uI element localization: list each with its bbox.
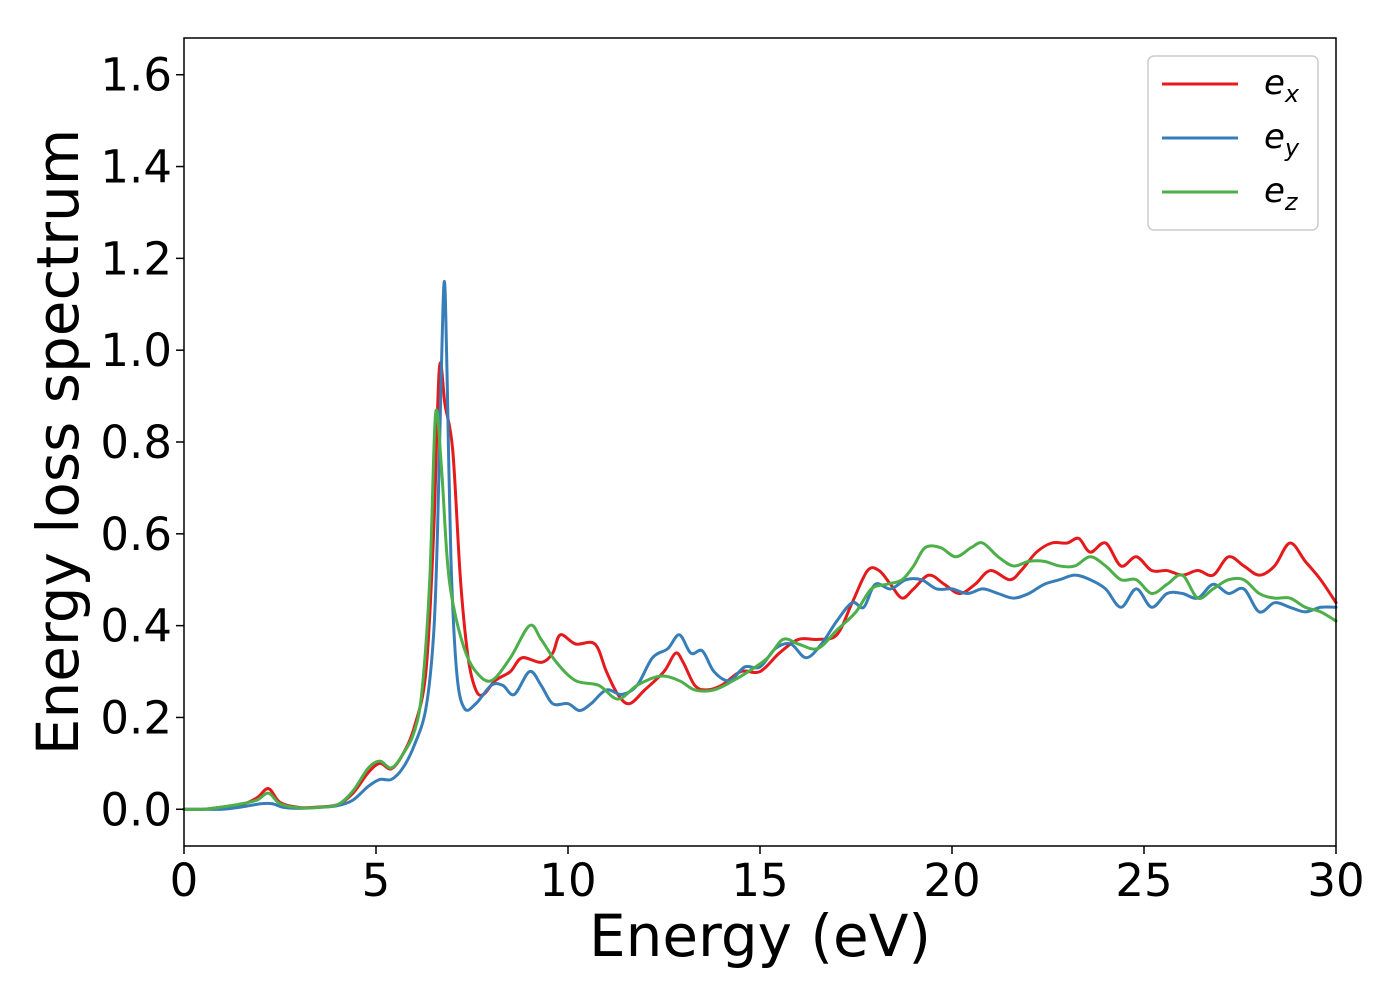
y-tick-label: 0.4 bbox=[100, 600, 172, 653]
y-tick-label: 1.2 bbox=[100, 232, 172, 285]
y-tick-label: 0.2 bbox=[100, 691, 172, 744]
x-tick-label: 25 bbox=[1115, 854, 1172, 907]
series-line-ey bbox=[182, 279, 1338, 811]
x-tick-label: 20 bbox=[923, 854, 980, 907]
legend-label-main: e bbox=[1264, 117, 1285, 157]
series-lines bbox=[182, 279, 1338, 811]
y-tick-label: 1.6 bbox=[100, 49, 172, 102]
x-tick-label: 15 bbox=[731, 854, 788, 907]
y-tick-label: 0.8 bbox=[100, 416, 172, 469]
legend-box bbox=[1147, 55, 1319, 231]
plot-background bbox=[184, 38, 1336, 846]
x-axis-label: Energy (eV) bbox=[589, 902, 931, 970]
x-axis: 0 5 10 15 20 25 30 bbox=[170, 846, 1365, 907]
y-tick-label: 0.0 bbox=[100, 783, 172, 836]
y-tick-label: 1.0 bbox=[100, 324, 172, 377]
y-tick-label: 1.4 bbox=[100, 141, 172, 194]
legend-label-ez: ez bbox=[1264, 171, 1299, 216]
x-tick-label: 30 bbox=[1307, 854, 1364, 907]
x-tick-label: 10 bbox=[539, 854, 596, 907]
y-axis: 0.0 0.2 0.4 0.6 0.8 1.0 1.2 1.4 1.6 bbox=[100, 49, 184, 836]
legend-label-subscript: z bbox=[1284, 188, 1299, 216]
x-tick-label: 5 bbox=[362, 854, 391, 907]
legend-label-subscript: x bbox=[1284, 80, 1300, 108]
legend-label-subscript: y bbox=[1284, 134, 1300, 162]
legend-label-ey: ey bbox=[1264, 117, 1300, 162]
x-tick-label: 0 bbox=[170, 854, 199, 907]
legend-label-ex: ex bbox=[1264, 63, 1300, 108]
y-tick-label: 0.6 bbox=[100, 508, 172, 561]
y-axis-label: Energy loss spectrum bbox=[24, 129, 92, 755]
legend-label-main: e bbox=[1264, 63, 1285, 103]
legend-label-main: e bbox=[1264, 171, 1285, 211]
series-line-ez bbox=[182, 408, 1338, 811]
